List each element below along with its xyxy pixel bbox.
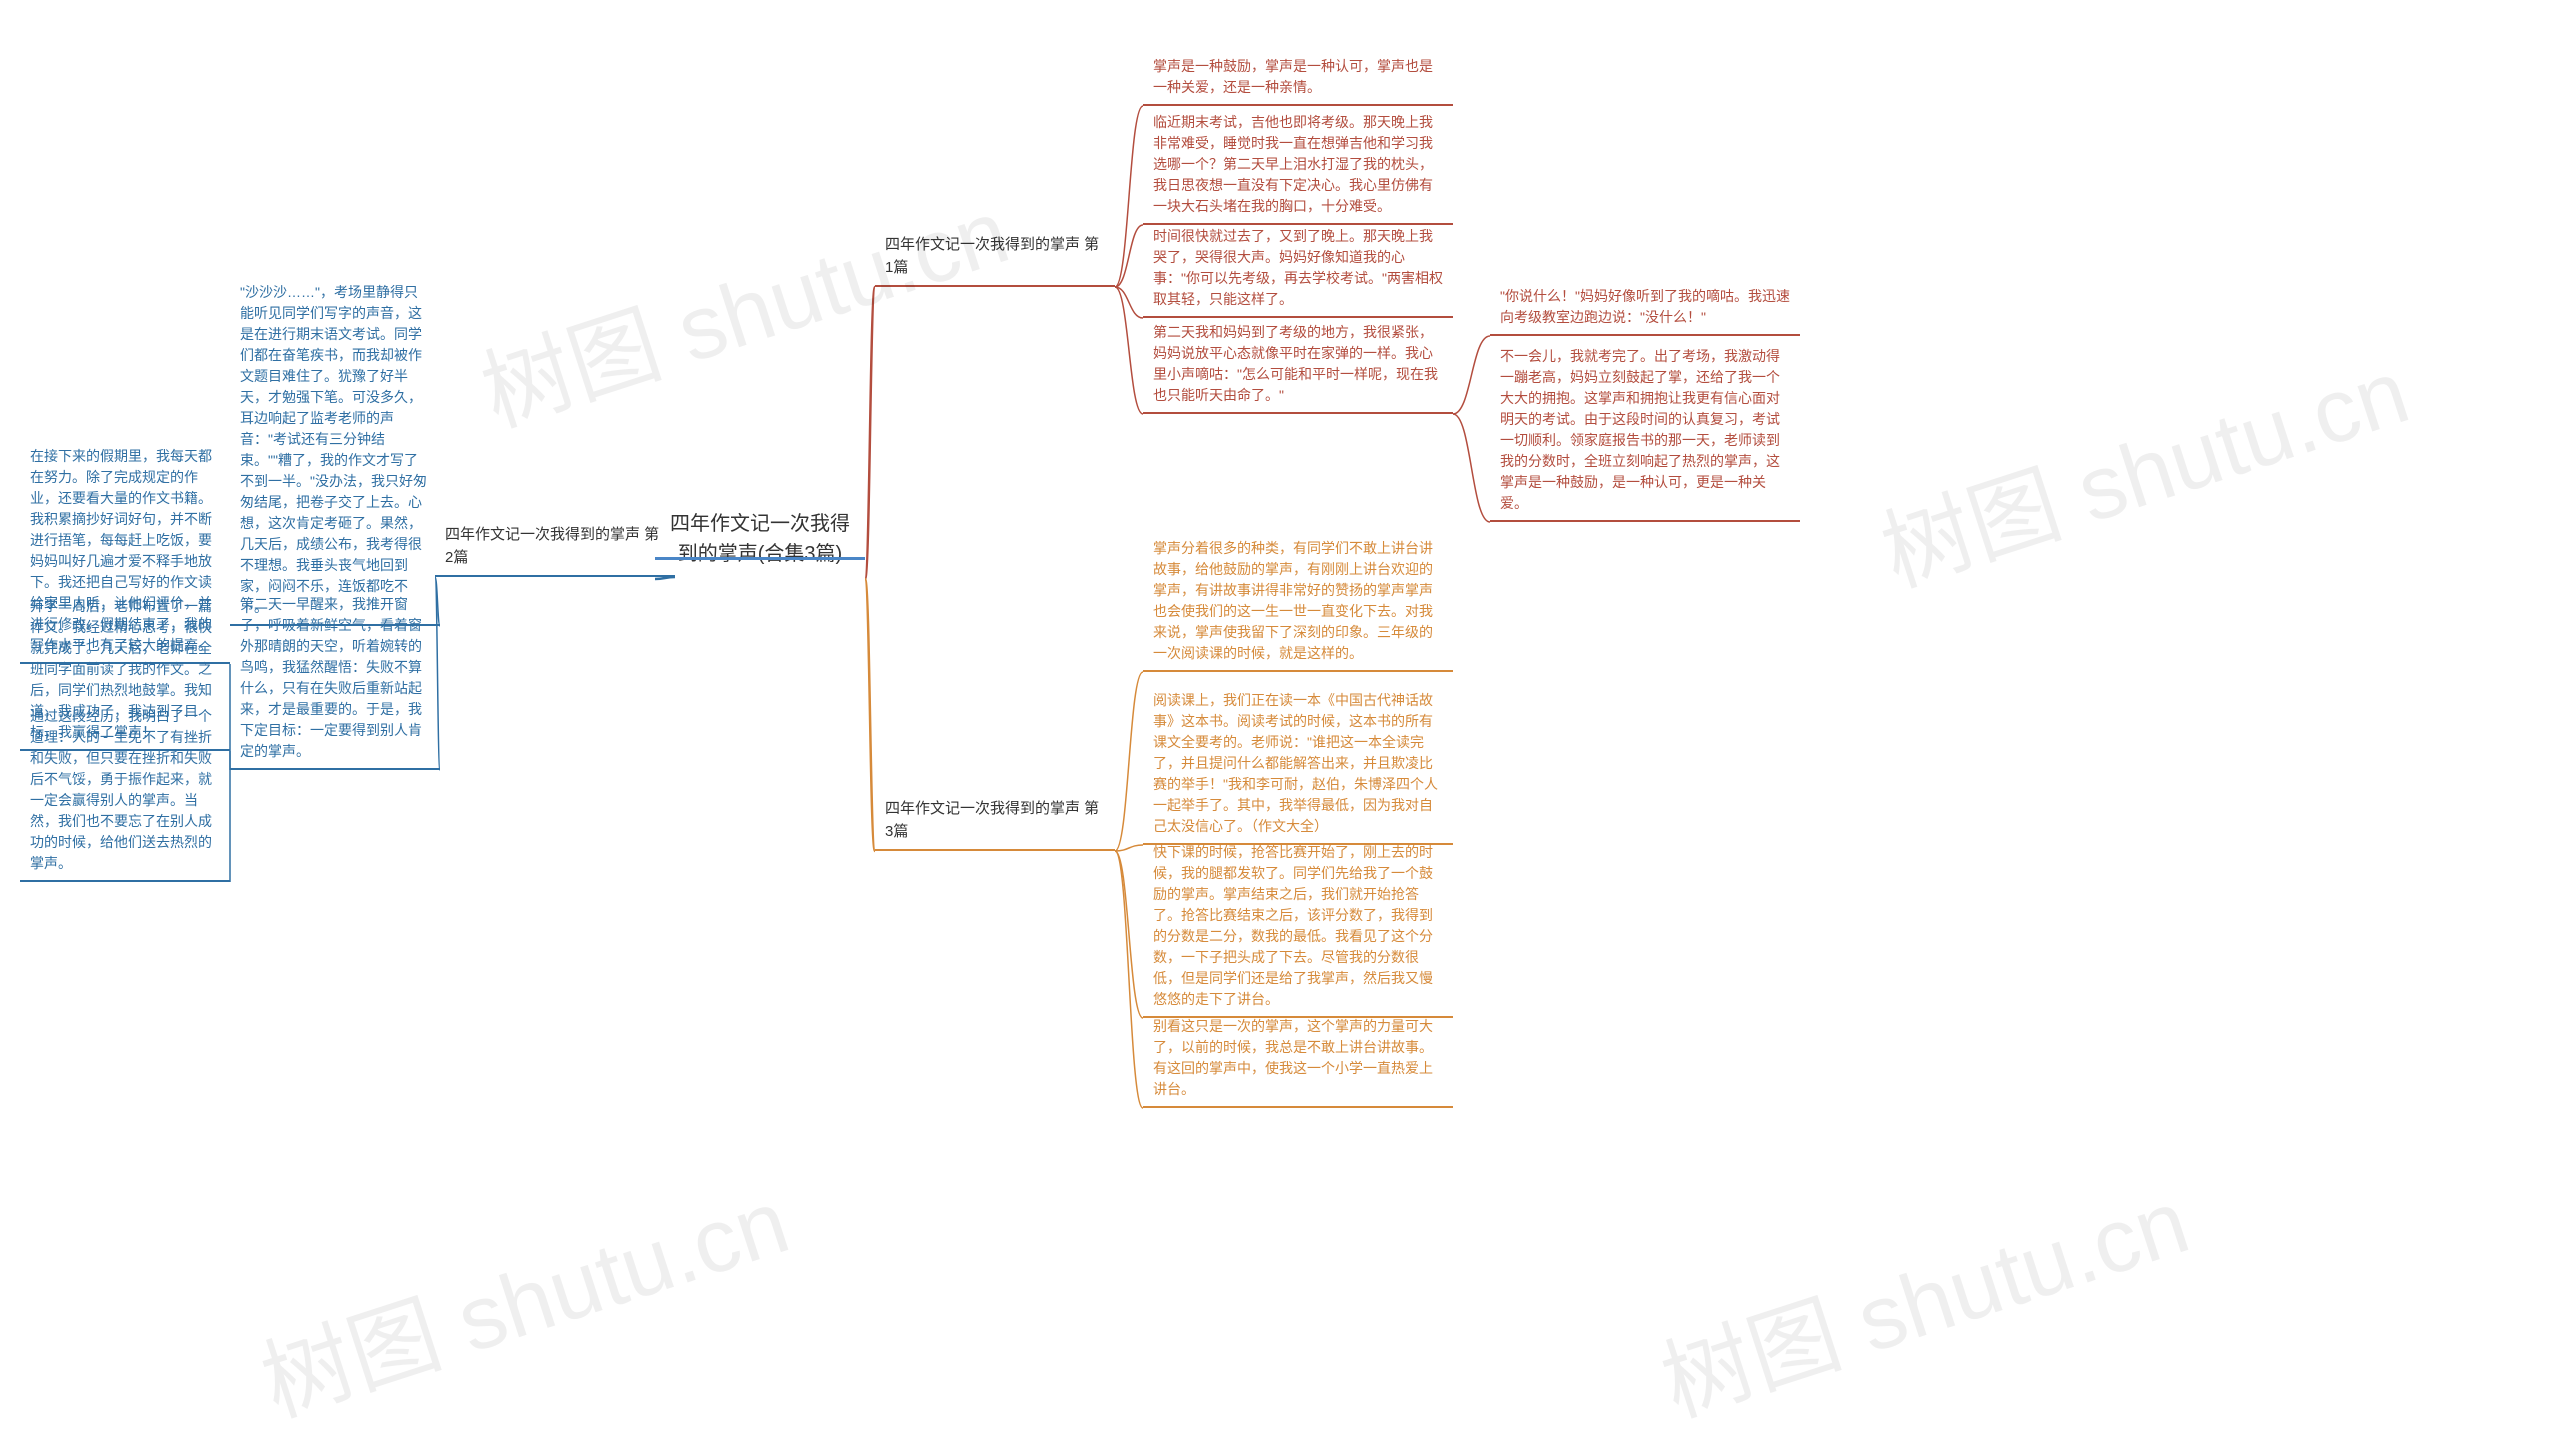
leaf-node: 阅读课上，我们正在读一本《中国古代神话故事》这本书。阅读考试的时候，这本书的所有… [1143, 684, 1453, 845]
leaf-node: "沙沙沙……"，考场里静得只能听见同学们写字的声音，这是在进行期末语文考试。同学… [230, 276, 440, 626]
leaf-node: 临近期末考试，吉他也即将考级。那天晚上我非常难受，睡觉时我一直在想弹吉他和学习我… [1143, 106, 1453, 225]
leaf-node: 掌声是一种鼓励，掌声是一种认可，掌声也是一种关爱，还是一种亲情。 [1143, 50, 1453, 106]
branch-node: 四年作文记一次我得到的掌声 第2篇 [435, 518, 675, 577]
leaf-node: 时间很快就过去了，又到了晚上。那天晚上我哭了，哭得很大声。妈妈好像知道我的心事：… [1143, 220, 1453, 318]
leaf-node: 快下课的时候，抢答比赛开始了，刚上去的时候，我的腿都发软了。同学们先给我了一个鼓… [1143, 836, 1453, 1018]
subleaf-node: 不一会儿，我就考完了。出了考场，我激动得一蹦老高，妈妈立刻鼓起了掌，还给了我一个… [1490, 340, 1800, 522]
leaf-node: 第二天我和妈妈到了考级的地方，我很紧张，妈妈说放平心态就像平时在家弹的一样。我心… [1143, 316, 1453, 414]
leaf-node: 掌声分着很多的种类，有同学们不敢上讲台讲故事，给他鼓励的掌声，有刚刚上讲台欢迎的… [1143, 532, 1453, 672]
leaf-node: 别看这只是一次的掌声，这个掌声的力量可大了，以前的时候，我总是不敢上讲台讲故事。… [1143, 1010, 1453, 1108]
branch-node: 四年作文记一次我得到的掌声 第1篇 [875, 228, 1115, 287]
watermark: 树图 shutu.cn [463, 159, 1022, 451]
subleaf-node: 通过这段经历，我明白了一个道理：人的一生免不了有挫折和失败，但只要在挫折和失败后… [20, 700, 230, 882]
root-underline [655, 557, 865, 560]
watermark: 树图 shutu.cn [243, 1149, 802, 1430]
leaf-node: 第二天一早醒来，我推开窗子，呼吸着新鲜空气，看着窗外那晴朗的天空，听着婉转的鸟鸣… [230, 588, 440, 770]
subleaf-node: "你说什么！"妈妈好像听到了我的嘀咕。我迅速向考级教室边跑边说："没什么！" [1490, 280, 1800, 336]
branch-node: 四年作文记一次我得到的掌声 第3篇 [875, 792, 1115, 851]
watermark: 树图 shutu.cn [1643, 1149, 2202, 1430]
watermark: 树图 shutu.cn [1863, 319, 2422, 611]
root-node: 四年作文记一次我得到的掌声(合集3篇) [655, 499, 865, 579]
